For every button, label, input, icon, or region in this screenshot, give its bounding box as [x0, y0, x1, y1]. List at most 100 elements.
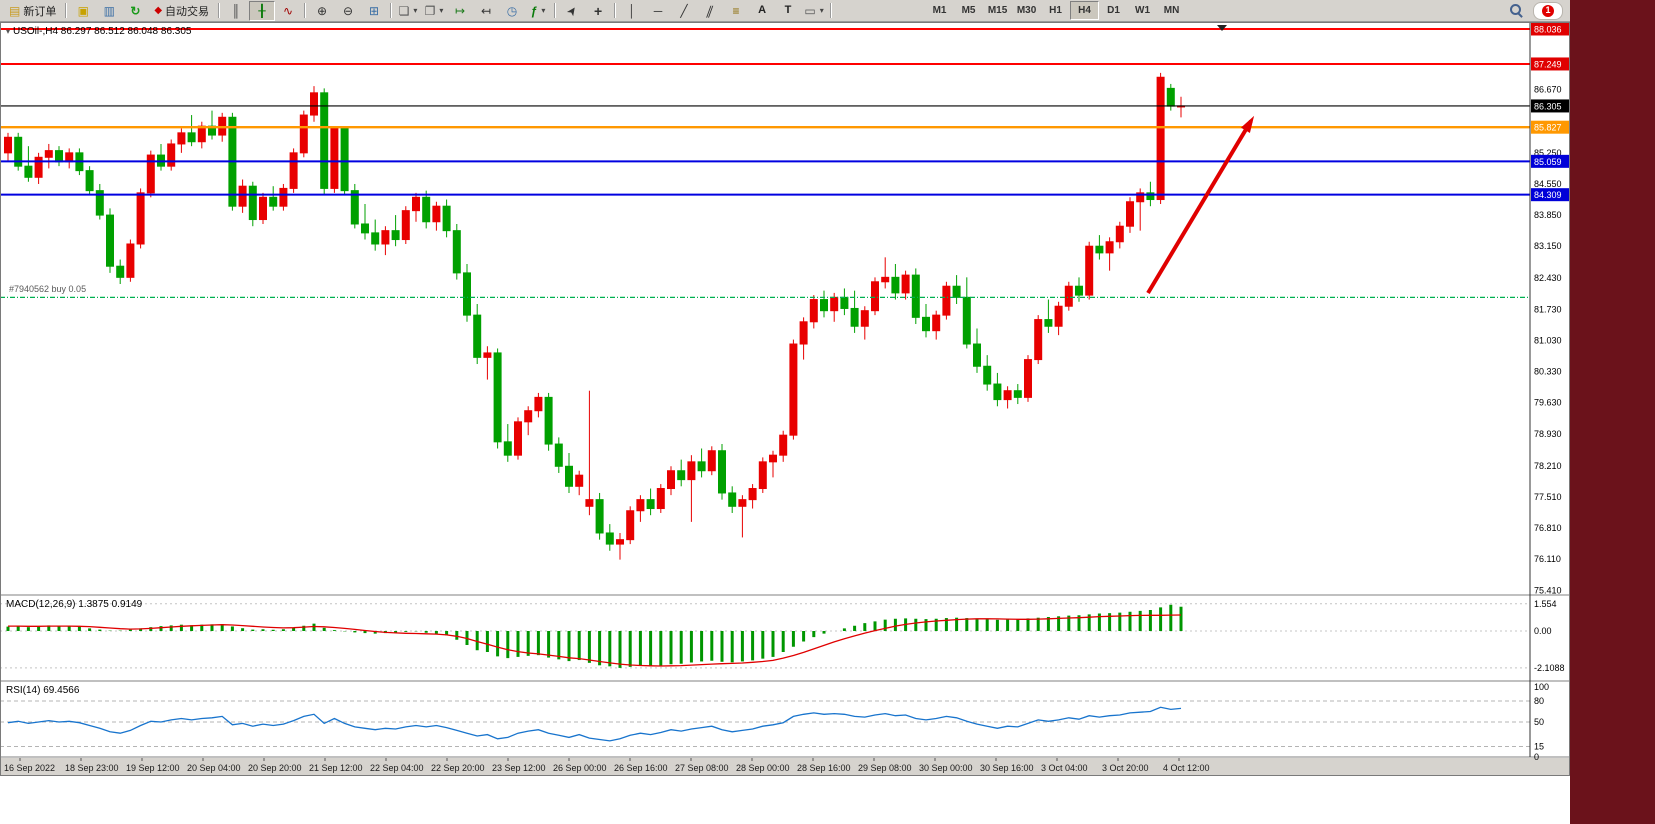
arrange-windows-button[interactable]: ❐ ▾	[421, 1, 447, 21]
vertical-line-tool-button[interactable]: │	[619, 1, 645, 21]
timeframe-m30-button[interactable]: M30	[1016, 5, 1037, 16]
bar-chart-icon: ║	[231, 3, 241, 18]
svg-text:100: 100	[1534, 682, 1549, 692]
chart-canvas[interactable]: 86.670 85.250 84.550 83.850 83.150 82.430 81.7…	[0, 22, 1570, 776]
svg-text:22 Sep 20:00: 22 Sep 20:00	[431, 763, 485, 773]
tile-windows-button[interactable]: ⊞	[361, 1, 387, 21]
main-toolbar: ▤ 新订单 ▣ ▥ ↻ ◆ 自动交易 ║ ╂ ∿ ⊕ ⊖	[0, 0, 1570, 22]
timeframe-h4-button[interactable]: H4	[1070, 1, 1100, 20]
toolbar-separator	[554, 3, 557, 18]
label-icon: T	[784, 4, 792, 16]
right-panel-strip	[1570, 0, 1655, 824]
svg-text:29 Sep 08:00: 29 Sep 08:00	[858, 763, 912, 773]
svg-text:80.330: 80.330	[1534, 367, 1562, 377]
text-tool-button[interactable]: A	[749, 1, 775, 21]
tile-windows-icon: ⊞	[369, 3, 380, 18]
svg-text:3 Oct 04:00: 3 Oct 04:00	[1041, 763, 1088, 773]
svg-text:30 Sep 16:00: 30 Sep 16:00	[980, 763, 1034, 773]
svg-text:85.250: 85.250	[1534, 148, 1562, 158]
timeframe-m1-button[interactable]: M1	[932, 5, 947, 16]
profiles-icon: ▣	[77, 3, 90, 18]
horizontal-line-tool-button[interactable]: ─	[645, 1, 671, 21]
time-axis[interactable]: 16 Sep 2022 18 Sep 23:00 19 Sep 12:00 20 Se…	[4, 758, 1210, 773]
profiles-button[interactable]: ▣	[70, 1, 96, 21]
toolbar-separator	[65, 3, 68, 18]
refresh-button[interactable]: ↻	[122, 1, 148, 21]
timeframe-w1-button[interactable]: W1	[1135, 5, 1151, 16]
auto-trading-label: 自动交易	[165, 5, 210, 18]
trendline-tool-button[interactable]: ╱	[671, 1, 697, 21]
market-watch-button[interactable]: ▥	[96, 1, 122, 21]
channel-tool-button[interactable]: ∥	[697, 1, 723, 21]
candlestick-icon: ╂	[258, 3, 266, 18]
market-watch-icon: ▥	[103, 3, 116, 18]
auto-scroll-button[interactable]: ↦	[447, 1, 473, 21]
svg-text:86.305: 86.305	[1534, 101, 1562, 111]
macd-pane	[0, 603, 1530, 669]
fibonacci-tool-button[interactable]: ≡	[723, 1, 749, 21]
cursor-tool-button[interactable]: ➤	[559, 1, 585, 21]
svg-text:83.850: 83.850	[1534, 210, 1562, 220]
zoom-in-icon: ⊕	[317, 3, 328, 18]
svg-text:27 Sep 08:00: 27 Sep 08:00	[675, 763, 729, 773]
new-order-button[interactable]: ▤ 新订单	[3, 1, 62, 21]
svg-text:84.550: 84.550	[1534, 179, 1562, 189]
svg-text:81.030: 81.030	[1534, 335, 1562, 345]
shapes-tool-button[interactable]: ▭ ▾	[801, 1, 827, 21]
fibonacci-icon: ≡	[732, 3, 740, 18]
auto-scroll-icon: ↦	[455, 3, 466, 18]
period-button[interactable]: ◷	[499, 1, 525, 21]
svg-text:3 Oct 20:00: 3 Oct 20:00	[1102, 763, 1149, 773]
cascade-windows-button[interactable]: ❏ ▾	[395, 1, 421, 21]
search-icon	[1509, 4, 1523, 17]
timeframe-d1-button[interactable]: D1	[1107, 5, 1120, 16]
label-tool-button[interactable]: T	[775, 1, 801, 21]
timeframe-mn-button[interactable]: MN	[1163, 5, 1180, 16]
svg-text:87.249: 87.249	[1534, 59, 1562, 69]
line-chart-type-button[interactable]: ∿	[275, 1, 301, 21]
trendline-icon: ╱	[680, 3, 688, 18]
timeframe-m5-button[interactable]: M5	[961, 5, 976, 16]
svg-text:20 Sep 20:00: 20 Sep 20:00	[248, 763, 302, 773]
zoom-in-button[interactable]: ⊕	[309, 1, 335, 21]
chevron-down-icon: ▾	[439, 6, 444, 15]
chart-shift-icon: ↤	[481, 3, 492, 18]
zoom-out-button[interactable]: ⊖	[335, 1, 361, 21]
crosshair-tool-button[interactable]: +	[585, 1, 611, 21]
svg-text:83.150: 83.150	[1534, 241, 1562, 251]
trend-arrow-annotation[interactable]	[1146, 115, 1255, 295]
auto-trading-button[interactable]: ◆ 自动交易	[148, 1, 215, 21]
notification-pill[interactable]: 1	[1533, 1, 1563, 20]
auto-trading-icon: ◆	[154, 4, 163, 16]
svg-text:28 Sep 00:00: 28 Sep 00:00	[736, 763, 790, 773]
chevron-down-icon: ▾	[413, 6, 418, 15]
indicators-icon: ƒ	[530, 3, 538, 18]
svg-text:76.810: 76.810	[1534, 523, 1562, 533]
text-icon: A	[758, 4, 767, 16]
svg-text:85.059: 85.059	[1534, 157, 1562, 167]
svg-text:88.036: 88.036	[1534, 24, 1562, 34]
timeframe-m15-button[interactable]: M15	[987, 5, 1008, 16]
candlestick-chart-type-button[interactable]: ╂	[249, 0, 276, 21]
toolbar-separator	[218, 3, 221, 18]
timeframe-h1-button[interactable]: H1	[1049, 5, 1062, 16]
svg-text:23 Sep 12:00: 23 Sep 12:00	[492, 763, 546, 773]
svg-text:22 Sep 04:00: 22 Sep 04:00	[370, 763, 424, 773]
vertical-line-icon: │	[628, 3, 636, 18]
indicators-button[interactable]: ƒ ▾	[525, 1, 551, 21]
bar-chart-type-button[interactable]: ║	[223, 1, 249, 21]
svg-text:79.630: 79.630	[1534, 398, 1562, 408]
search-button[interactable]	[1503, 1, 1529, 21]
clock-icon: ◷	[506, 3, 518, 18]
chart-shift-button[interactable]: ↤	[473, 1, 499, 21]
horizontal-lines[interactable]	[0, 27, 1530, 298]
svg-text:85.827: 85.827	[1534, 123, 1562, 133]
price-axis[interactable]: 86.670 85.250 84.550 83.850 83.150 82.430 81.7…	[1529, 22, 1569, 762]
chart-window: 86.670 85.250 84.550 83.850 83.150 82.430 81.7…	[0, 22, 1570, 776]
svg-text:82.430: 82.430	[1534, 273, 1562, 283]
chart-shift-marker[interactable]	[1217, 25, 1227, 31]
rsi-pane	[0, 700, 1530, 747]
toolbar-separator	[304, 3, 307, 18]
refresh-icon: ↻	[130, 3, 141, 18]
